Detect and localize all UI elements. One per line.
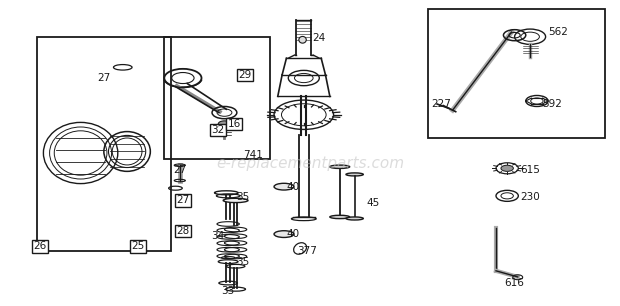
- Text: 45: 45: [366, 199, 379, 208]
- Text: 29: 29: [238, 70, 252, 80]
- Text: 27: 27: [97, 73, 110, 83]
- Ellipse shape: [330, 215, 350, 218]
- Text: 230: 230: [520, 192, 540, 202]
- Text: 24: 24: [312, 33, 326, 43]
- Ellipse shape: [346, 173, 363, 176]
- Text: 35: 35: [236, 192, 250, 202]
- Text: 377: 377: [298, 246, 317, 256]
- Text: 227: 227: [432, 99, 451, 109]
- Text: e-replacementparts.com: e-replacementparts.com: [216, 156, 404, 171]
- Text: 27: 27: [176, 196, 190, 205]
- Ellipse shape: [274, 183, 294, 190]
- Text: 40: 40: [286, 229, 299, 239]
- Text: 34: 34: [211, 231, 225, 241]
- Text: 33: 33: [221, 286, 235, 296]
- Ellipse shape: [299, 36, 306, 43]
- Text: 32: 32: [211, 125, 225, 135]
- Text: 616: 616: [505, 278, 525, 288]
- Bar: [164, 37, 270, 159]
- Ellipse shape: [330, 165, 350, 168]
- Bar: [37, 37, 170, 251]
- Text: 741: 741: [243, 150, 263, 159]
- Ellipse shape: [274, 231, 294, 237]
- Text: 35: 35: [236, 257, 250, 267]
- Text: 40: 40: [286, 182, 299, 192]
- Circle shape: [501, 165, 513, 171]
- Text: 615: 615: [520, 165, 540, 175]
- Ellipse shape: [346, 217, 363, 220]
- Ellipse shape: [223, 198, 248, 203]
- Circle shape: [218, 121, 231, 127]
- Text: 562: 562: [548, 27, 568, 37]
- Text: 28: 28: [176, 226, 190, 236]
- Text: 25: 25: [131, 241, 144, 251]
- Text: 16: 16: [228, 119, 241, 129]
- Bar: [428, 9, 604, 138]
- Text: 27: 27: [173, 165, 187, 175]
- Text: 26: 26: [33, 241, 47, 251]
- Text: 592: 592: [542, 99, 562, 109]
